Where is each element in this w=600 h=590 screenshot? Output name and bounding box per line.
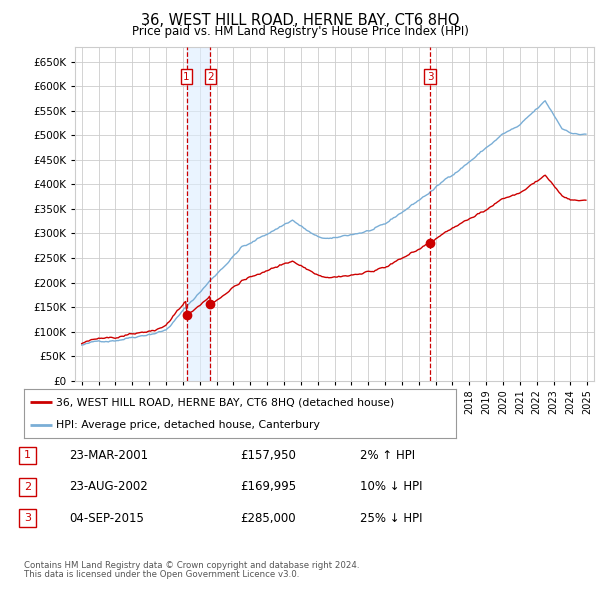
Text: 10% ↓ HPI: 10% ↓ HPI	[360, 480, 422, 493]
Text: HPI: Average price, detached house, Canterbury: HPI: Average price, detached house, Cant…	[56, 419, 320, 430]
Text: 3: 3	[24, 513, 31, 523]
Text: 04-SEP-2015: 04-SEP-2015	[69, 512, 144, 525]
Text: 1: 1	[183, 71, 190, 81]
Text: Price paid vs. HM Land Registry's House Price Index (HPI): Price paid vs. HM Land Registry's House …	[131, 25, 469, 38]
Text: 3: 3	[427, 71, 434, 81]
Bar	[187, 47, 211, 381]
Text: 25% ↓ HPI: 25% ↓ HPI	[360, 512, 422, 525]
Text: £157,950: £157,950	[240, 449, 296, 462]
Text: £285,000: £285,000	[240, 512, 296, 525]
Text: This data is licensed under the Open Government Licence v3.0.: This data is licensed under the Open Gov…	[24, 570, 299, 579]
Text: 23-AUG-2002: 23-AUG-2002	[69, 480, 148, 493]
Text: 36, WEST HILL ROAD, HERNE BAY, CT6 8HQ (detached house): 36, WEST HILL ROAD, HERNE BAY, CT6 8HQ (…	[56, 398, 395, 408]
Text: 1: 1	[24, 451, 31, 460]
Text: 36, WEST HILL ROAD, HERNE BAY, CT6 8HQ: 36, WEST HILL ROAD, HERNE BAY, CT6 8HQ	[141, 13, 459, 28]
Text: 2: 2	[24, 482, 31, 491]
Text: 2: 2	[207, 71, 214, 81]
Text: £169,995: £169,995	[240, 480, 296, 493]
Text: 2% ↑ HPI: 2% ↑ HPI	[360, 449, 415, 462]
Text: 23-MAR-2001: 23-MAR-2001	[69, 449, 148, 462]
Text: Contains HM Land Registry data © Crown copyright and database right 2024.: Contains HM Land Registry data © Crown c…	[24, 560, 359, 569]
